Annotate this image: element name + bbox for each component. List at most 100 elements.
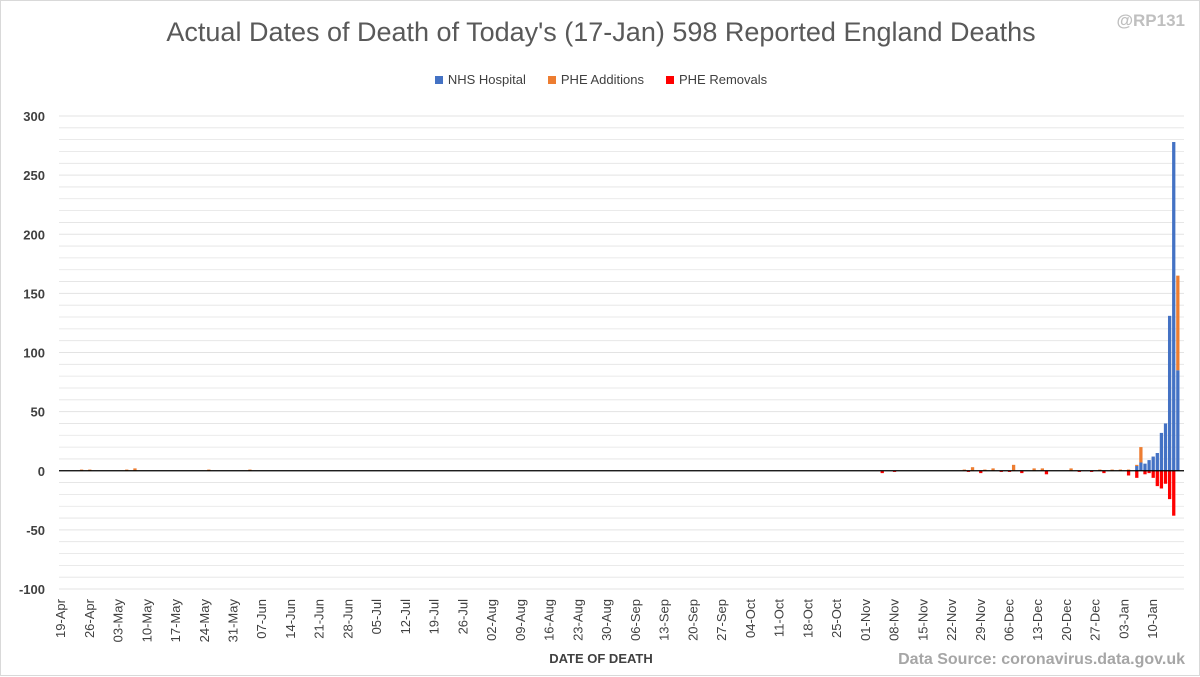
bar-phe-removals bbox=[880, 470, 884, 474]
x-tick-label: 26-Jul bbox=[455, 599, 470, 635]
x-tick-label: 19-Apr bbox=[53, 598, 68, 638]
bar-nhs-hospital bbox=[1159, 432, 1164, 471]
x-tick-label: 03-May bbox=[111, 599, 126, 643]
y-tick-label: 300 bbox=[23, 109, 45, 124]
x-axis-ticks: 19-Apr 26-Apr 03-May 10-May 17-May 24-May 31-M… bbox=[53, 598, 1160, 642]
x-tick-label: 28-Jun bbox=[340, 599, 355, 639]
bar-nhs-hospital bbox=[1139, 462, 1143, 471]
y-tick-label: -100 bbox=[19, 582, 45, 597]
data-source-note: Data Source: coronavirus.data.gov.uk bbox=[898, 651, 1185, 668]
legend-item-removals: PHE Removals bbox=[666, 72, 767, 87]
x-tick-label: 09-Aug bbox=[513, 599, 528, 641]
x-tick-label: 16-Aug bbox=[542, 599, 557, 641]
x-tick-label: 08-Nov bbox=[887, 599, 902, 641]
x-tick-label: 10-May bbox=[139, 599, 154, 643]
legend-item-nhs: NHS Hospital bbox=[434, 72, 526, 87]
y-tick-label: 100 bbox=[23, 346, 45, 361]
legend-swatch-removals bbox=[666, 75, 674, 84]
bar-phe-additions bbox=[1069, 468, 1073, 471]
gridlines bbox=[59, 115, 1184, 590]
bar-phe-additions bbox=[1011, 464, 1016, 471]
y-axis-ticks: 300 250 200 150 100 50 0 -50 -100 bbox=[19, 109, 45, 597]
x-tick-label: 27-Dec bbox=[1088, 599, 1103, 641]
x-tick-label: 23-Aug bbox=[570, 599, 585, 641]
bar-phe-removals bbox=[1147, 470, 1151, 474]
x-tick-label: 01-Nov bbox=[858, 599, 873, 641]
legend-swatch-additions bbox=[547, 75, 556, 84]
bar-phe-removals bbox=[1167, 470, 1172, 500]
bar-phe-removals bbox=[1102, 470, 1106, 474]
author-handle: @RP131 bbox=[1116, 11, 1185, 30]
x-tick-label: 25-Oct bbox=[829, 599, 844, 638]
legend-label-nhs: NHS Hospital bbox=[447, 72, 526, 87]
x-tick-label: 27-Sep bbox=[714, 599, 729, 641]
x-tick-label: 20-Sep bbox=[685, 599, 700, 641]
bar-phe-additions bbox=[1139, 447, 1143, 463]
bar-phe-additions bbox=[1032, 468, 1036, 471]
x-tick-label: 18-Oct bbox=[800, 599, 815, 638]
y-tick-label: 250 bbox=[23, 168, 45, 183]
bar-phe-removals bbox=[1172, 470, 1176, 516]
x-tick-label: 03-Jan bbox=[1116, 599, 1131, 639]
bar-nhs-hospital bbox=[1147, 460, 1151, 471]
x-axis-label: DATE OF DEATH bbox=[549, 651, 653, 666]
legend-swatch-nhs bbox=[434, 75, 443, 84]
x-tick-label: 14-Jun bbox=[283, 599, 298, 639]
legend-label-additions: PHE Additions bbox=[560, 72, 644, 87]
legend-label-removals: PHE Removals bbox=[679, 72, 768, 87]
x-tick-label: 06-Sep bbox=[628, 599, 643, 641]
x-tick-label: 06-Dec bbox=[1002, 599, 1017, 641]
bar-phe-removals bbox=[1126, 470, 1131, 476]
y-tick-label: 200 bbox=[23, 227, 45, 242]
y-tick-label: 150 bbox=[23, 286, 45, 301]
bar-phe-removals bbox=[1159, 470, 1164, 489]
x-tick-label: 15-Nov bbox=[915, 599, 930, 641]
bar-phe-removals bbox=[1163, 470, 1168, 484]
x-tick-label: 22-Nov bbox=[944, 599, 959, 641]
bar-nhs-hospital bbox=[1167, 315, 1172, 471]
x-tick-label: 04-Oct bbox=[743, 599, 758, 638]
x-tick-label: 10-Jan bbox=[1145, 599, 1160, 639]
x-tick-label: 07-Jun bbox=[254, 599, 269, 639]
bar-phe-additions bbox=[1040, 468, 1044, 471]
bar-phe-additions bbox=[1135, 464, 1139, 467]
x-tick-label: 24-May bbox=[197, 599, 212, 643]
bar-phe-removals bbox=[1135, 470, 1139, 478]
x-tick-label: 13-Sep bbox=[657, 599, 672, 641]
bar-nhs-hospital bbox=[1155, 453, 1159, 471]
bar-nhs-hospital bbox=[1143, 463, 1147, 471]
x-tick-label: 31-May bbox=[225, 599, 240, 643]
bar-phe-removals bbox=[1155, 470, 1159, 487]
bar-nhs-hospital bbox=[1163, 423, 1168, 471]
bar-phe-additions bbox=[133, 468, 137, 471]
x-tick-label: 19-Jul bbox=[427, 599, 442, 635]
x-tick-label: 21-Jun bbox=[312, 599, 327, 639]
bar-phe-additions bbox=[991, 468, 995, 471]
y-tick-label: -50 bbox=[26, 523, 45, 538]
x-tick-label: 02-Aug bbox=[484, 599, 499, 641]
x-tick-label: 17-May bbox=[168, 599, 183, 643]
bar-phe-removals bbox=[1151, 470, 1155, 478]
bar-phe-additions bbox=[970, 467, 975, 471]
x-tick-label: 29-Nov bbox=[973, 599, 988, 641]
chart-title: Actual Dates of Death of Today's (17-Jan… bbox=[166, 17, 1036, 47]
bar-nhs-hospital bbox=[1172, 142, 1176, 471]
x-tick-label: 30-Aug bbox=[599, 599, 614, 641]
bar-nhs-hospital bbox=[1176, 370, 1180, 471]
y-tick-label: 0 bbox=[38, 464, 45, 479]
x-tick-label: 20-Dec bbox=[1059, 599, 1074, 641]
bar-nhs-hospital bbox=[1151, 456, 1155, 471]
bar-phe-removals bbox=[1020, 470, 1024, 474]
x-tick-label: 26-Apr bbox=[82, 598, 97, 638]
x-tick-label: 11-Oct bbox=[772, 599, 787, 637]
legend: NHS Hospital PHE Additions PHE Removals bbox=[1, 72, 1200, 87]
x-tick-label: 13-Dec bbox=[1030, 599, 1045, 641]
x-tick-label: 05-Jul bbox=[369, 599, 384, 635]
bar-phe-removals bbox=[979, 470, 983, 474]
y-tick-label: 50 bbox=[31, 405, 45, 420]
bar-phe-removals bbox=[1143, 470, 1147, 475]
bar-phe-removals bbox=[1044, 470, 1049, 475]
legend-item-additions: PHE Additions bbox=[547, 72, 644, 87]
